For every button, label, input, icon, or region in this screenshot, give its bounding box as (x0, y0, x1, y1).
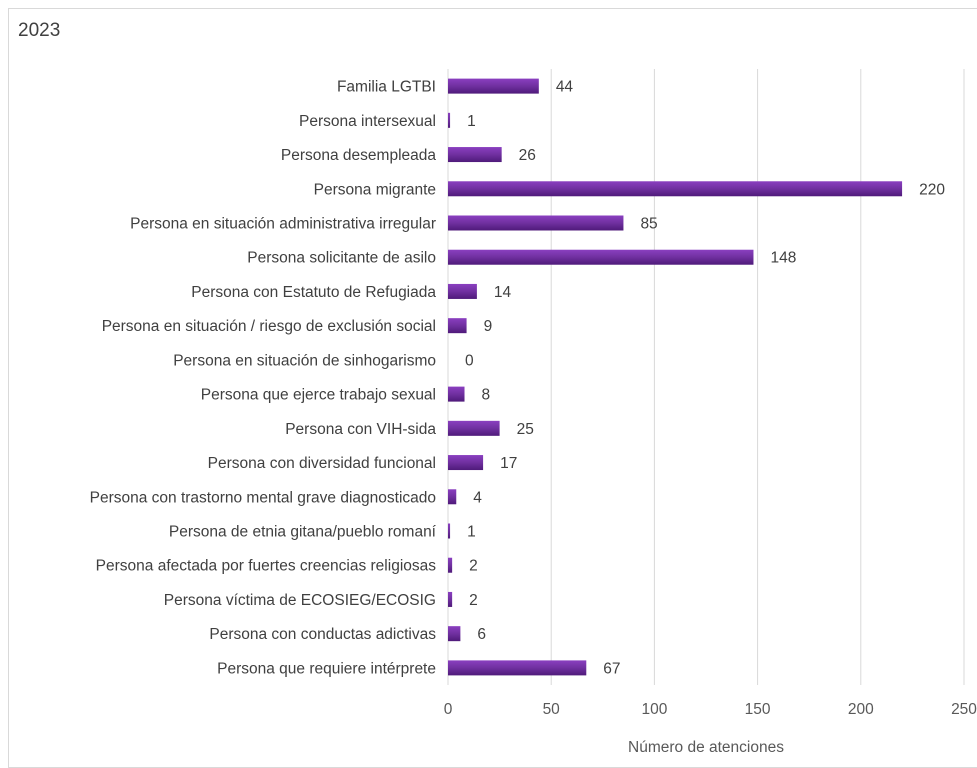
value-label: 67 (603, 660, 620, 677)
bar (448, 215, 624, 231)
bars (448, 78, 903, 676)
value-label: 1 (467, 524, 476, 541)
x-tick-label: 250 (951, 701, 977, 718)
chart-frame (8, 8, 977, 768)
bar (448, 489, 457, 505)
category-label: Persona que ejerce trabajo sexual (201, 387, 436, 404)
bar (448, 591, 453, 607)
bar (448, 181, 903, 197)
bar (448, 147, 502, 163)
value-label: 8 (482, 387, 491, 404)
bar (448, 420, 500, 436)
category-label: Persona que requiere intérprete (217, 660, 436, 677)
category-label: Persona intersexual (299, 113, 436, 130)
category-label: Persona de etnia gitana/pueblo romaní (169, 524, 437, 541)
value-label: 6 (477, 626, 486, 643)
x-tick-label: 100 (641, 701, 667, 718)
value-label: 148 (770, 250, 796, 267)
bar (448, 557, 453, 573)
bar (448, 249, 754, 265)
category-label: Persona migrante (314, 181, 436, 198)
value-label: 26 (519, 147, 536, 164)
bar (448, 78, 539, 94)
category-label: Persona solicitante de asilo (247, 250, 436, 267)
category-label: Persona en situación de sinhogarismo (173, 352, 436, 369)
value-label: 220 (919, 181, 945, 198)
category-label: Persona afectada por fuertes creencias r… (96, 558, 437, 575)
bar (448, 626, 461, 642)
gridlines (447, 69, 965, 685)
category-label: Persona con VIH-sida (285, 421, 436, 438)
category-label: Persona con trastorno mental grave diagn… (90, 489, 436, 506)
value-label: 25 (517, 421, 534, 438)
category-label: Persona desempleada (281, 147, 436, 164)
category-label: Persona en situación administrativa irre… (130, 216, 436, 233)
value-label: 17 (500, 455, 517, 472)
value-label: 85 (640, 216, 657, 233)
bar (448, 660, 587, 676)
x-axis-title: Número de atenciones (628, 739, 784, 756)
category-label: Persona con diversidad funcional (208, 455, 436, 472)
value-label: 1 (467, 113, 476, 130)
value-label: 4 (473, 489, 482, 506)
value-label: 14 (494, 284, 512, 301)
value-label: 9 (484, 318, 493, 335)
category-label: Persona con conductas adictivas (209, 626, 436, 643)
x-tick-label: 0 (444, 701, 453, 718)
category-label: Familia LGTBI (337, 79, 436, 96)
value-label: 0 (465, 352, 474, 369)
category-label: Persona con Estatuto de Refugiada (191, 284, 436, 301)
value-label: 44 (556, 79, 574, 96)
value-label: 2 (469, 558, 478, 575)
bar (448, 283, 477, 299)
bar (448, 386, 465, 402)
bar (448, 455, 484, 471)
category-label: Persona víctima de ECOSIEG/ECOSIG (164, 592, 436, 609)
bar (448, 318, 467, 334)
category-label: Persona en situación / riesgo de exclusi… (102, 318, 436, 335)
x-tick-label: 150 (745, 701, 771, 718)
bar (448, 523, 451, 539)
bar (448, 112, 451, 128)
value-label: 2 (469, 592, 478, 609)
x-tick-label: 50 (543, 701, 561, 718)
chart-title: 2023 (18, 20, 61, 41)
x-tick-label: 200 (848, 701, 874, 718)
